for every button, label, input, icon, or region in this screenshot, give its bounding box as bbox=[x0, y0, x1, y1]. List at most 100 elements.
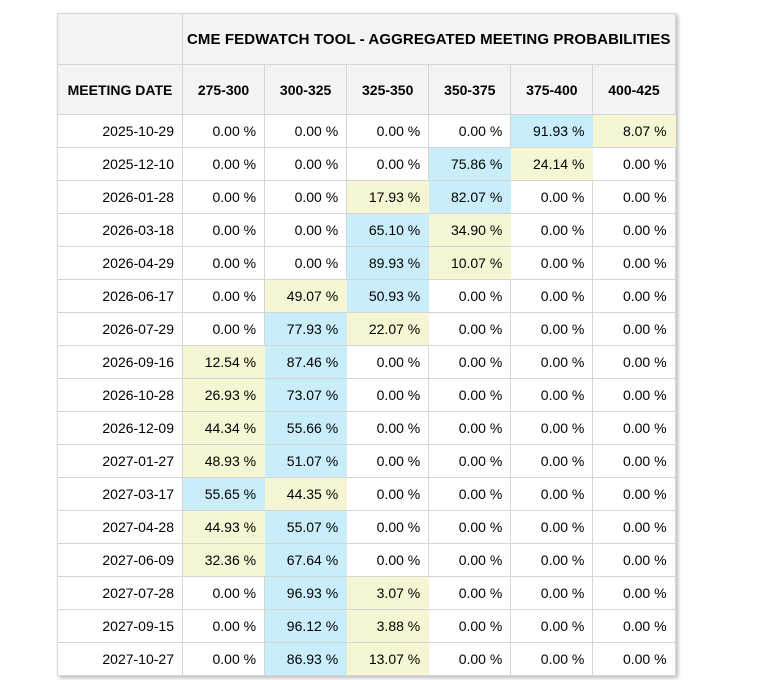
probability-cell: 44.93 % bbox=[181, 510, 266, 544]
probability-cell: 0.00 % bbox=[181, 180, 266, 214]
probability-cell: 8.07 % bbox=[592, 114, 676, 148]
probability-cell: 26.93 % bbox=[181, 378, 266, 412]
column-header-400-425: 400-425 bbox=[592, 64, 676, 115]
probability-cell: 0.00 % bbox=[181, 609, 266, 643]
probability-cell: 0.00 % bbox=[592, 609, 676, 643]
meeting-date-cell: 2025-10-29 bbox=[57, 114, 183, 148]
table-row: 2026-03-18 0.00 % 0.00 % 65.10 % 34.90 % 0.00… bbox=[57, 213, 676, 247]
probability-cell: 44.35 % bbox=[264, 477, 348, 511]
probability-cell: 22.07 % bbox=[346, 312, 430, 346]
probability-cell: 0.00 % bbox=[592, 345, 676, 379]
probability-cell: 0.00 % bbox=[346, 411, 430, 445]
probability-cell: 0.00 % bbox=[428, 279, 512, 313]
meeting-date-cell: 2027-07-28 bbox=[57, 576, 183, 610]
table-row: 2027-09-15 0.00 % 96.12 % 3.88 % 0.00 % 0.00 … bbox=[57, 609, 676, 643]
probability-cell: 96.93 % bbox=[264, 576, 348, 610]
table-row: 2027-10-27 0.00 % 86.93 % 13.07 % 0.00 % 0.00… bbox=[57, 642, 676, 676]
meeting-date-cell: 2026-01-28 bbox=[57, 180, 183, 214]
probability-cell: 24.14 % bbox=[510, 147, 594, 181]
probability-cell: 0.00 % bbox=[428, 312, 512, 346]
probability-cell: 0.00 % bbox=[510, 510, 594, 544]
probability-cell: 32.36 % bbox=[181, 543, 266, 577]
probability-cell: 12.54 % bbox=[181, 345, 266, 379]
probability-cell: 0.00 % bbox=[181, 312, 266, 346]
probability-cell: 13.07 % bbox=[346, 642, 430, 676]
table-title: CME FEDWATCH TOOL - AGGREGATED MEETING P… bbox=[182, 13, 676, 65]
probability-cell: 0.00 % bbox=[592, 411, 676, 445]
probability-cell: 82.07 % bbox=[428, 180, 512, 214]
probability-cell: 0.00 % bbox=[181, 576, 266, 610]
probability-cell: 0.00 % bbox=[592, 279, 676, 313]
probability-cell: 44.34 % bbox=[181, 411, 266, 445]
probability-cell: 0.00 % bbox=[592, 444, 676, 478]
probability-cell: 0.00 % bbox=[592, 246, 676, 280]
meeting-date-cell: 2027-04-28 bbox=[57, 510, 183, 544]
column-header-275-300: 275-300 bbox=[181, 64, 266, 115]
table-row: 2027-07-28 0.00 % 96.93 % 3.07 % 0.00 % 0.00 … bbox=[57, 576, 676, 610]
table-row: 2026-06-17 0.00 % 49.07 % 50.93 % 0.00 % 0.00… bbox=[57, 279, 676, 313]
probability-cell: 0.00 % bbox=[592, 213, 676, 247]
aggregated-meeting-probabilities-table: CME FEDWATCH TOOL - AGGREGATED MEETING P… bbox=[57, 13, 676, 676]
probability-cell: 51.07 % bbox=[264, 444, 348, 478]
probability-cell: 0.00 % bbox=[428, 444, 512, 478]
probability-cell: 49.07 % bbox=[264, 279, 348, 313]
probability-cell: 0.00 % bbox=[510, 411, 594, 445]
probability-cell: 86.93 % bbox=[264, 642, 348, 676]
probability-cell: 0.00 % bbox=[592, 180, 676, 214]
probability-cell: 0.00 % bbox=[346, 444, 430, 478]
column-header-350-375: 350-375 bbox=[428, 64, 512, 115]
probability-cell: 10.07 % bbox=[428, 246, 512, 280]
probability-cell: 73.07 % bbox=[264, 378, 348, 412]
meeting-date-cell: 2026-09-16 bbox=[57, 345, 183, 379]
table-row: 2026-07-29 0.00 % 77.93 % 22.07 % 0.00 % 0.00… bbox=[57, 312, 676, 346]
probability-cell: 0.00 % bbox=[592, 477, 676, 511]
probability-cell: 0.00 % bbox=[428, 510, 512, 544]
probability-cell: 0.00 % bbox=[346, 345, 430, 379]
probability-cell: 91.93 % bbox=[510, 114, 594, 148]
probability-cell: 55.65 % bbox=[181, 477, 266, 511]
probability-cell: 55.66 % bbox=[264, 411, 348, 445]
probability-cell: 0.00 % bbox=[510, 609, 594, 643]
probability-cell: 0.00 % bbox=[592, 312, 676, 346]
probability-cell: 50.93 % bbox=[346, 279, 430, 313]
probability-cell: 0.00 % bbox=[592, 378, 676, 412]
probability-cell: 0.00 % bbox=[264, 213, 348, 247]
probability-cell: 0.00 % bbox=[510, 642, 594, 676]
probability-cell: 75.86 % bbox=[428, 147, 512, 181]
probability-cell: 0.00 % bbox=[592, 147, 676, 181]
probability-cell: 0.00 % bbox=[510, 345, 594, 379]
probability-cell: 0.00 % bbox=[592, 576, 676, 610]
meeting-date-cell: 2026-12-09 bbox=[57, 411, 183, 445]
probability-cell: 0.00 % bbox=[510, 213, 594, 247]
probability-cell: 0.00 % bbox=[181, 114, 266, 148]
meeting-date-cell: 2026-06-17 bbox=[57, 279, 183, 313]
probability-cell: 96.12 % bbox=[264, 609, 348, 643]
probability-cell: 17.93 % bbox=[346, 180, 430, 214]
probability-cell: 0.00 % bbox=[181, 246, 266, 280]
meeting-date-cell: 2027-06-09 bbox=[57, 543, 183, 577]
meeting-date-cell: 2026-10-28 bbox=[57, 378, 183, 412]
meeting-date-cell: 2027-01-27 bbox=[57, 444, 183, 478]
table-row: 2027-04-28 44.93 % 55.07 % 0.00 % 0.00 % 0.00… bbox=[57, 510, 676, 544]
probability-cell: 0.00 % bbox=[428, 477, 512, 511]
probability-cell: 0.00 % bbox=[181, 279, 266, 313]
probability-cell: 0.00 % bbox=[428, 114, 512, 148]
table-row: 2027-03-17 55.65 % 44.35 % 0.00 % 0.00 % 0.00… bbox=[57, 477, 676, 511]
probability-cell: 48.93 % bbox=[181, 444, 266, 478]
probability-cell: 0.00 % bbox=[592, 510, 676, 544]
probability-cell: 65.10 % bbox=[346, 213, 430, 247]
probability-cell: 0.00 % bbox=[510, 576, 594, 610]
column-header-325-350: 325-350 bbox=[346, 64, 430, 115]
probability-cell: 0.00 % bbox=[346, 510, 430, 544]
meeting-date-cell: 2026-07-29 bbox=[57, 312, 183, 346]
fedwatch-probabilities-table: CME FEDWATCH TOOL - AGGREGATED MEETING P… bbox=[57, 13, 676, 676]
probability-cell: 0.00 % bbox=[346, 378, 430, 412]
title-row: CME FEDWATCH TOOL - AGGREGATED MEETING P… bbox=[57, 13, 676, 65]
probability-cell: 0.00 % bbox=[428, 378, 512, 412]
probability-cell: 3.07 % bbox=[346, 576, 430, 610]
probability-cell: 0.00 % bbox=[510, 279, 594, 313]
probability-cell: 0.00 % bbox=[510, 312, 594, 346]
table-row: 2025-10-29 0.00 % 0.00 % 0.00 % 0.00 % 91.93 … bbox=[57, 114, 676, 148]
table-row: 2026-09-16 12.54 % 87.46 % 0.00 % 0.00 % 0.00… bbox=[57, 345, 676, 379]
probability-cell: 0.00 % bbox=[510, 543, 594, 577]
